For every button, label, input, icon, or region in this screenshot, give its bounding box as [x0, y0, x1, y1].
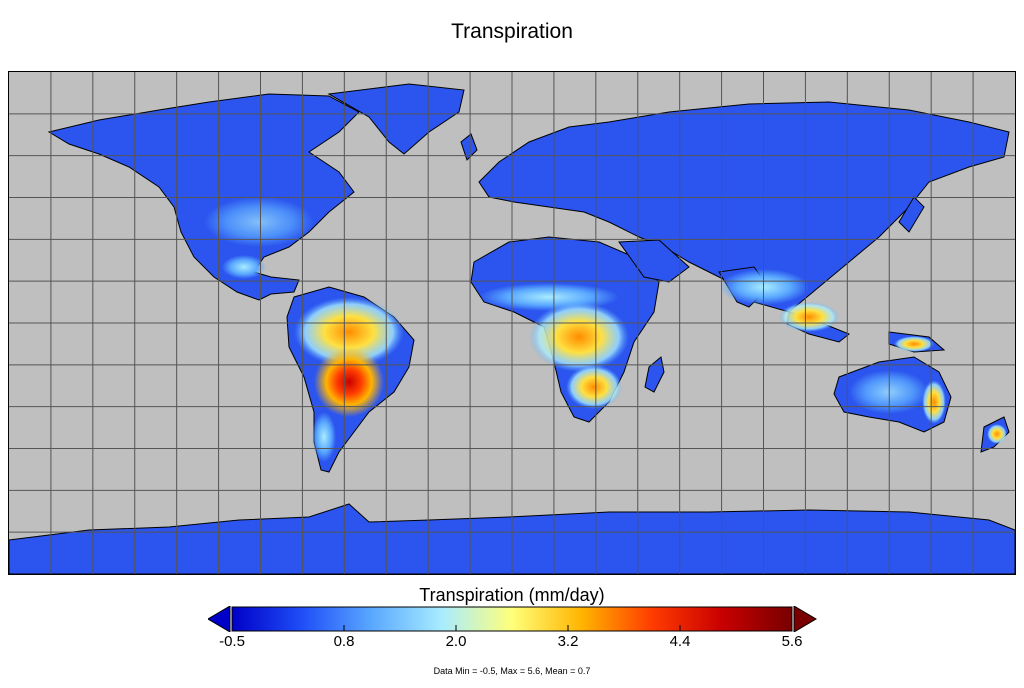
- transpiration-field: [204, 197, 1007, 462]
- colorbar-tick-label: 5.6: [781, 633, 803, 650]
- hotspot-amazon: [294, 297, 404, 367]
- hotspot-central-africa: [529, 302, 629, 372]
- chart-title: Transpiration: [451, 20, 573, 43]
- hotspot-eastern-usa: [204, 197, 314, 247]
- hotspot-mexico: [222, 255, 266, 279]
- greenland: [327, 83, 465, 155]
- colorbar-ticks: [231, 625, 793, 631]
- colorbar-gradient: [231, 606, 793, 632]
- colorbar-tick-label: 4.4: [669, 633, 691, 650]
- hotspot-new-zealand: [987, 424, 1007, 444]
- colorbar-tick-label: -0.5: [219, 633, 245, 650]
- hotspot-patagonia: [312, 412, 336, 462]
- colorbar-title: Transpiration (mm/day): [419, 585, 605, 605]
- colorbar-extend-high: [793, 606, 817, 632]
- colorbar: [208, 606, 817, 632]
- eurasia: [478, 101, 1010, 313]
- world-map: [8, 71, 1016, 575]
- arabia: [618, 239, 690, 283]
- colorbar-tick-label: 0.8: [333, 633, 355, 650]
- hotspot-se-asia: [779, 302, 839, 332]
- madagascar: [644, 356, 665, 393]
- hotspot-southern-africa: [566, 365, 622, 409]
- data-stats: Data Min = -0.5, Max = 5.6, Mean = 0.7: [433, 666, 591, 676]
- uk: [460, 133, 478, 161]
- map-grid: [9, 72, 1015, 574]
- colorbar-tick-label: 2.0: [445, 633, 467, 650]
- hotspot-new-guinea: [894, 336, 934, 352]
- colorbar-extend-low: [208, 606, 231, 632]
- colorbar-tick-label: 3.2: [557, 633, 579, 650]
- japan: [898, 196, 925, 233]
